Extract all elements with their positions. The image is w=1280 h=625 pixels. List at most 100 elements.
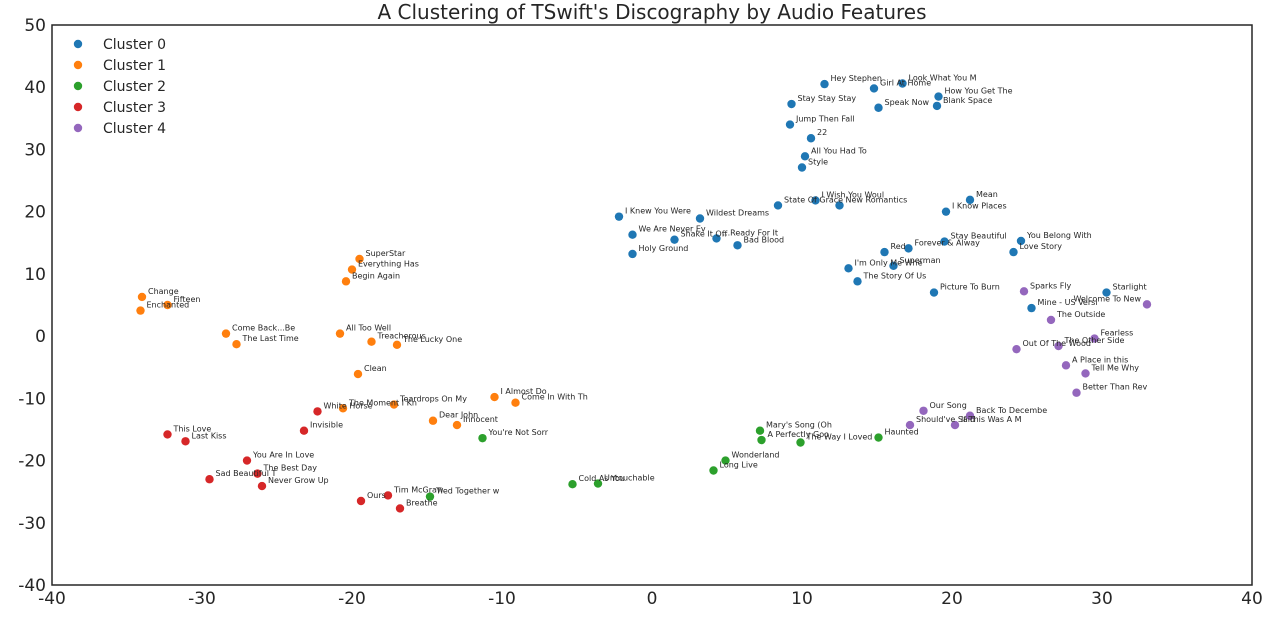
- point-label: Holy Ground: [639, 244, 689, 253]
- point-label: Come Back...Be: [232, 324, 295, 333]
- scatter-point: [181, 437, 190, 446]
- point-label: Our Song: [930, 401, 967, 410]
- point-label: Mean: [976, 190, 998, 199]
- scatter-point: [299, 426, 309, 435]
- y-tick-label: -10: [18, 389, 46, 409]
- legend-marker: [73, 123, 83, 133]
- point-label: A Perfectly Goo: [768, 430, 830, 439]
- scatter-point: [614, 212, 624, 221]
- scatter-point: [844, 264, 853, 273]
- point-label: Should've Said: [916, 415, 975, 424]
- scatter-point: [137, 292, 147, 302]
- point-label: The Other Side: [1064, 336, 1125, 345]
- scatter-point: [820, 79, 829, 89]
- x-tick-label: -30: [188, 589, 216, 609]
- scatter-point: [1054, 341, 1063, 351]
- legend-entry: Cluster 0: [103, 37, 166, 53]
- scatter-point: [880, 247, 889, 257]
- scatter-point: [478, 433, 487, 443]
- point-label: You're Not Sorr: [488, 428, 549, 437]
- point-label: Bad Blood: [744, 235, 785, 244]
- point-label: If This Was A M: [961, 415, 1022, 424]
- x-tick-label: -20: [338, 589, 366, 609]
- scatter-point: [1009, 247, 1018, 257]
- point-label: State Of Grace: [784, 195, 843, 204]
- point-label: Dear John: [439, 411, 478, 420]
- scatter-point: [797, 163, 807, 172]
- scatter-point: [1027, 303, 1036, 313]
- point-label: Begin Again: [352, 271, 400, 280]
- scatter-point: [898, 79, 907, 88]
- point-label: Clean: [364, 364, 387, 373]
- x-tick-label: -10: [488, 589, 516, 609]
- scatter-point: [929, 288, 939, 297]
- scatter-point: [755, 426, 765, 435]
- x-tick-label: 0: [647, 589, 658, 609]
- scatter-point: [242, 456, 252, 465]
- y-tick-label: 10: [24, 265, 46, 285]
- scatter-point: [232, 340, 241, 349]
- scatter-point: [904, 244, 913, 253]
- point-label: The Moment I Kn: [348, 398, 417, 407]
- point-label: I Almost Do: [501, 387, 547, 396]
- scatter-point: [709, 466, 718, 475]
- legend-entry: Cluster 2: [103, 79, 166, 95]
- point-label: This Love: [173, 424, 212, 433]
- scatter-point: [428, 416, 438, 425]
- scatter-point: [869, 84, 879, 93]
- point-label: The Lucky One: [402, 335, 462, 344]
- scatter-point: [341, 277, 351, 286]
- scatter-point: [628, 230, 637, 239]
- point-label: Fifteen: [174, 295, 201, 304]
- point-label: Wildest Dreams: [706, 209, 769, 218]
- point-label: Stay Beautiful: [951, 232, 1007, 241]
- point-label: Untouchable: [604, 474, 655, 483]
- scatter-point: [383, 491, 393, 500]
- point-label: Change: [148, 287, 179, 296]
- scatter-point: [1142, 300, 1152, 309]
- scatter-point: [1012, 344, 1021, 354]
- point-label: Wonderland: [732, 451, 780, 460]
- point-label: All Too Well: [346, 324, 391, 333]
- point-label: Never Grow Up: [268, 476, 329, 485]
- point-label: Love Story: [1020, 242, 1063, 251]
- scatter-point: [392, 340, 402, 350]
- point-label: Everything Has: [358, 260, 419, 269]
- scatter-point: [811, 196, 820, 205]
- scatter-point: [1090, 334, 1099, 343]
- scatter-point: [1019, 287, 1029, 296]
- y-tick-label: -30: [18, 514, 46, 534]
- scatter-point: [806, 134, 816, 143]
- scatter-point: [800, 152, 810, 161]
- point-label: Better Than Rev: [1083, 383, 1148, 392]
- legend-marker: [73, 39, 83, 49]
- point-label: The Story Of Us: [863, 271, 927, 280]
- scatter-point: [905, 420, 915, 430]
- scatter-point: [950, 420, 960, 430]
- scatter-point: [733, 241, 742, 250]
- point-label: Sad Beautiful T: [216, 469, 277, 478]
- scatter-point: [347, 265, 357, 274]
- point-label: White Horse: [324, 401, 373, 410]
- point-label: Ours: [367, 491, 386, 500]
- point-label: Look What You M: [909, 73, 977, 82]
- scatter-point: [889, 261, 898, 270]
- y-tick-label: 20: [24, 203, 46, 223]
- scatter-point: [163, 430, 172, 439]
- legend-marker: [73, 102, 83, 112]
- point-label: Cold As You: [579, 474, 625, 483]
- legend-marker: [73, 60, 83, 70]
- scatter-point: [355, 254, 364, 264]
- point-label: Invisible: [310, 421, 343, 430]
- scatter-point: [1016, 236, 1026, 246]
- point-label: Fearless: [1101, 329, 1134, 338]
- point-label: New Romantics: [846, 195, 908, 204]
- point-label: Welcome To New: [1073, 294, 1141, 303]
- y-tick-label: -40: [18, 576, 46, 596]
- point-label: The Best Day: [263, 464, 318, 473]
- scatter-point: [757, 435, 766, 445]
- point-label: Haunted: [885, 428, 919, 437]
- scatter-point: [425, 492, 435, 501]
- scatter-point: [940, 237, 949, 246]
- x-tick-label: -40: [38, 589, 66, 609]
